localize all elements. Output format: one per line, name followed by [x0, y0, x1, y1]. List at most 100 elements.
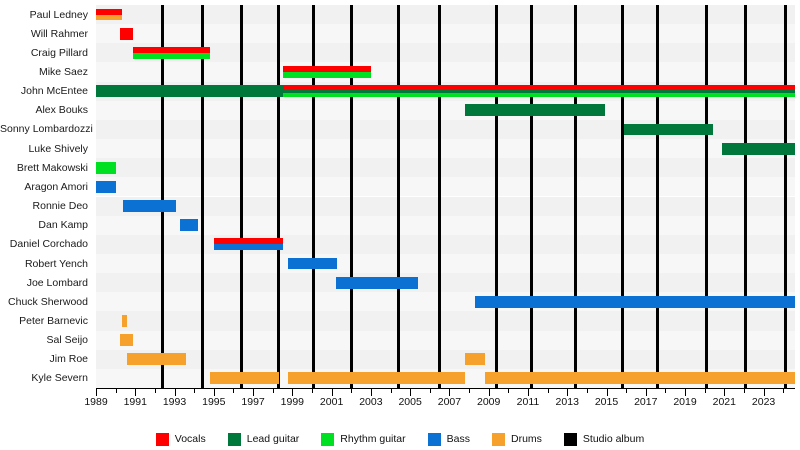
- timeline-bar[interactable]: [484, 372, 795, 385]
- axis-tick-minor: [429, 388, 431, 393]
- member-label-column: Paul Ledney Will Rahmer Craig Pillard Mike …: [0, 0, 93, 390]
- timeline-bar[interactable]: [180, 219, 199, 232]
- axis-tick-minor: [272, 388, 274, 393]
- timeline-bar[interactable]: [96, 8, 122, 21]
- bar-segment-rhythm-guitar: [133, 52, 210, 59]
- timeline-bar[interactable]: [119, 334, 134, 347]
- row-band: [96, 100, 795, 120]
- legend-item-bass[interactable]: Bass: [427, 432, 470, 446]
- bar-segment-lead-guitar: [96, 85, 283, 98]
- axis-tick-major: [488, 388, 490, 396]
- timeline-bar[interactable]: [213, 238, 283, 251]
- row-band: [96, 215, 795, 235]
- legend-item-lead-guitar[interactable]: Lead guitar: [227, 432, 299, 446]
- timeline-bar[interactable]: [127, 353, 187, 366]
- bar-segment-drums: [288, 372, 466, 385]
- axis-tick-minor: [783, 388, 785, 393]
- studio-album-marker-15: [744, 5, 748, 388]
- timeline-bar[interactable]: [474, 295, 795, 308]
- row-label-kyle-severn: Kyle Severn: [31, 372, 88, 385]
- legend-item-vocals[interactable]: Vocals: [155, 432, 206, 446]
- row-label-john-mcentee: John McEntee: [20, 85, 88, 98]
- axis-year-label-1993: 1993: [162, 396, 187, 408]
- bar-segment-lead-guitar: [465, 104, 605, 117]
- axis-year-label-2001: 2001: [319, 396, 344, 408]
- timeline-bar[interactable]: [282, 85, 795, 98]
- axis-year-label-2005: 2005: [398, 396, 422, 408]
- bar-segment-rhythm-guitar: [96, 161, 116, 174]
- legend-label: Rhythm guitar: [340, 433, 406, 445]
- row-band: [96, 177, 795, 197]
- timeline-bar[interactable]: [722, 142, 795, 155]
- axis-year-label-1999: 1999: [280, 396, 305, 408]
- legend-swatch-icon: [155, 432, 169, 446]
- legend-swatch-icon: [321, 432, 335, 446]
- axis-tick-minor: [743, 388, 745, 393]
- legend-item-drums[interactable]: Drums: [491, 432, 542, 446]
- row-label-sal-seijo: Sal Seijo: [46, 334, 88, 347]
- legend-label: Vocals: [174, 433, 206, 445]
- timeline-bar[interactable]: [335, 276, 418, 289]
- row-band: [96, 158, 795, 178]
- bar-segment-lead-guitar: [624, 123, 713, 136]
- axis-tick-minor: [390, 388, 392, 393]
- row-label-will-rahmer: Will Rahmer: [30, 27, 88, 40]
- axis-year-label-2003: 2003: [359, 396, 383, 408]
- timeline-bar[interactable]: [96, 180, 116, 193]
- legend-item-studio-album[interactable]: Studio album: [563, 432, 644, 446]
- studio-album-marker-12: [620, 5, 624, 388]
- row-band: [96, 24, 795, 44]
- timeline-bar[interactable]: [624, 123, 713, 136]
- row-label-joe-lombard: Joe Lombard: [26, 276, 88, 289]
- studio-album-marker-1: [161, 5, 165, 388]
- studio-album-marker-11: [573, 5, 577, 388]
- row-label-daniel-corchado: Daniel Corchado: [9, 238, 88, 251]
- row-band: [96, 349, 795, 369]
- legend-item-rhythm-guitar[interactable]: Rhythm guitar: [321, 432, 406, 446]
- chart-legend: Vocals Lead guitar Rhythm guitar Bass Drums S…: [0, 428, 800, 450]
- axis-tick-minor: [115, 388, 117, 393]
- bar-segment-bass: [474, 295, 795, 308]
- timeline-bar[interactable]: [119, 27, 134, 40]
- timeline-bar[interactable]: [282, 66, 371, 78]
- axis-tick-major: [606, 388, 608, 396]
- legend-swatch-icon: [491, 432, 505, 446]
- timeline-bar[interactable]: [209, 372, 279, 385]
- timeline-bar[interactable]: [465, 353, 485, 366]
- row-band: [96, 311, 795, 331]
- row-band: [96, 139, 795, 159]
- row-band: [96, 62, 795, 82]
- bar-segment-vocals: [282, 66, 371, 72]
- timeline-bar[interactable]: [96, 85, 283, 98]
- timeline-bar[interactable]: [465, 104, 605, 117]
- row-label-alex-bouks: Alex Bouks: [35, 104, 88, 117]
- studio-album-marker-13: [656, 5, 660, 388]
- bar-segment-drums: [121, 315, 128, 327]
- legend-swatch-icon: [427, 432, 441, 446]
- bar-segment-drums: [119, 334, 134, 347]
- axis-tick-minor: [154, 388, 156, 393]
- timeline-bar[interactable]: [123, 200, 177, 212]
- axis-year-label-1995: 1995: [202, 396, 226, 408]
- bar-segment-drums: [96, 14, 122, 21]
- timeline-bar[interactable]: [133, 46, 210, 59]
- row-label-aragon-amori: Aragon Amori: [24, 180, 88, 193]
- timeline-bar[interactable]: [96, 161, 116, 174]
- studio-album-marker-3: [239, 5, 243, 388]
- timeline-bar[interactable]: [288, 257, 338, 270]
- bar-segment-vocals: [282, 85, 795, 90]
- bar-segment-bass: [180, 219, 199, 232]
- timeline-bar[interactable]: [121, 315, 128, 327]
- legend-swatch-icon: [227, 432, 241, 446]
- studio-album-marker-4: [277, 5, 281, 388]
- axis-tick-minor: [233, 388, 235, 393]
- axis-tick-major: [724, 388, 726, 396]
- row-label-mike-saez: Mike Saez: [38, 66, 88, 79]
- row-label-jim-roe: Jim Roe: [49, 353, 88, 366]
- row-band: [96, 273, 795, 293]
- timeline-bar[interactable]: [288, 372, 466, 385]
- axis-tick-major: [174, 388, 176, 396]
- axis-tick-major: [685, 388, 687, 396]
- bar-segment-drums: [465, 353, 485, 366]
